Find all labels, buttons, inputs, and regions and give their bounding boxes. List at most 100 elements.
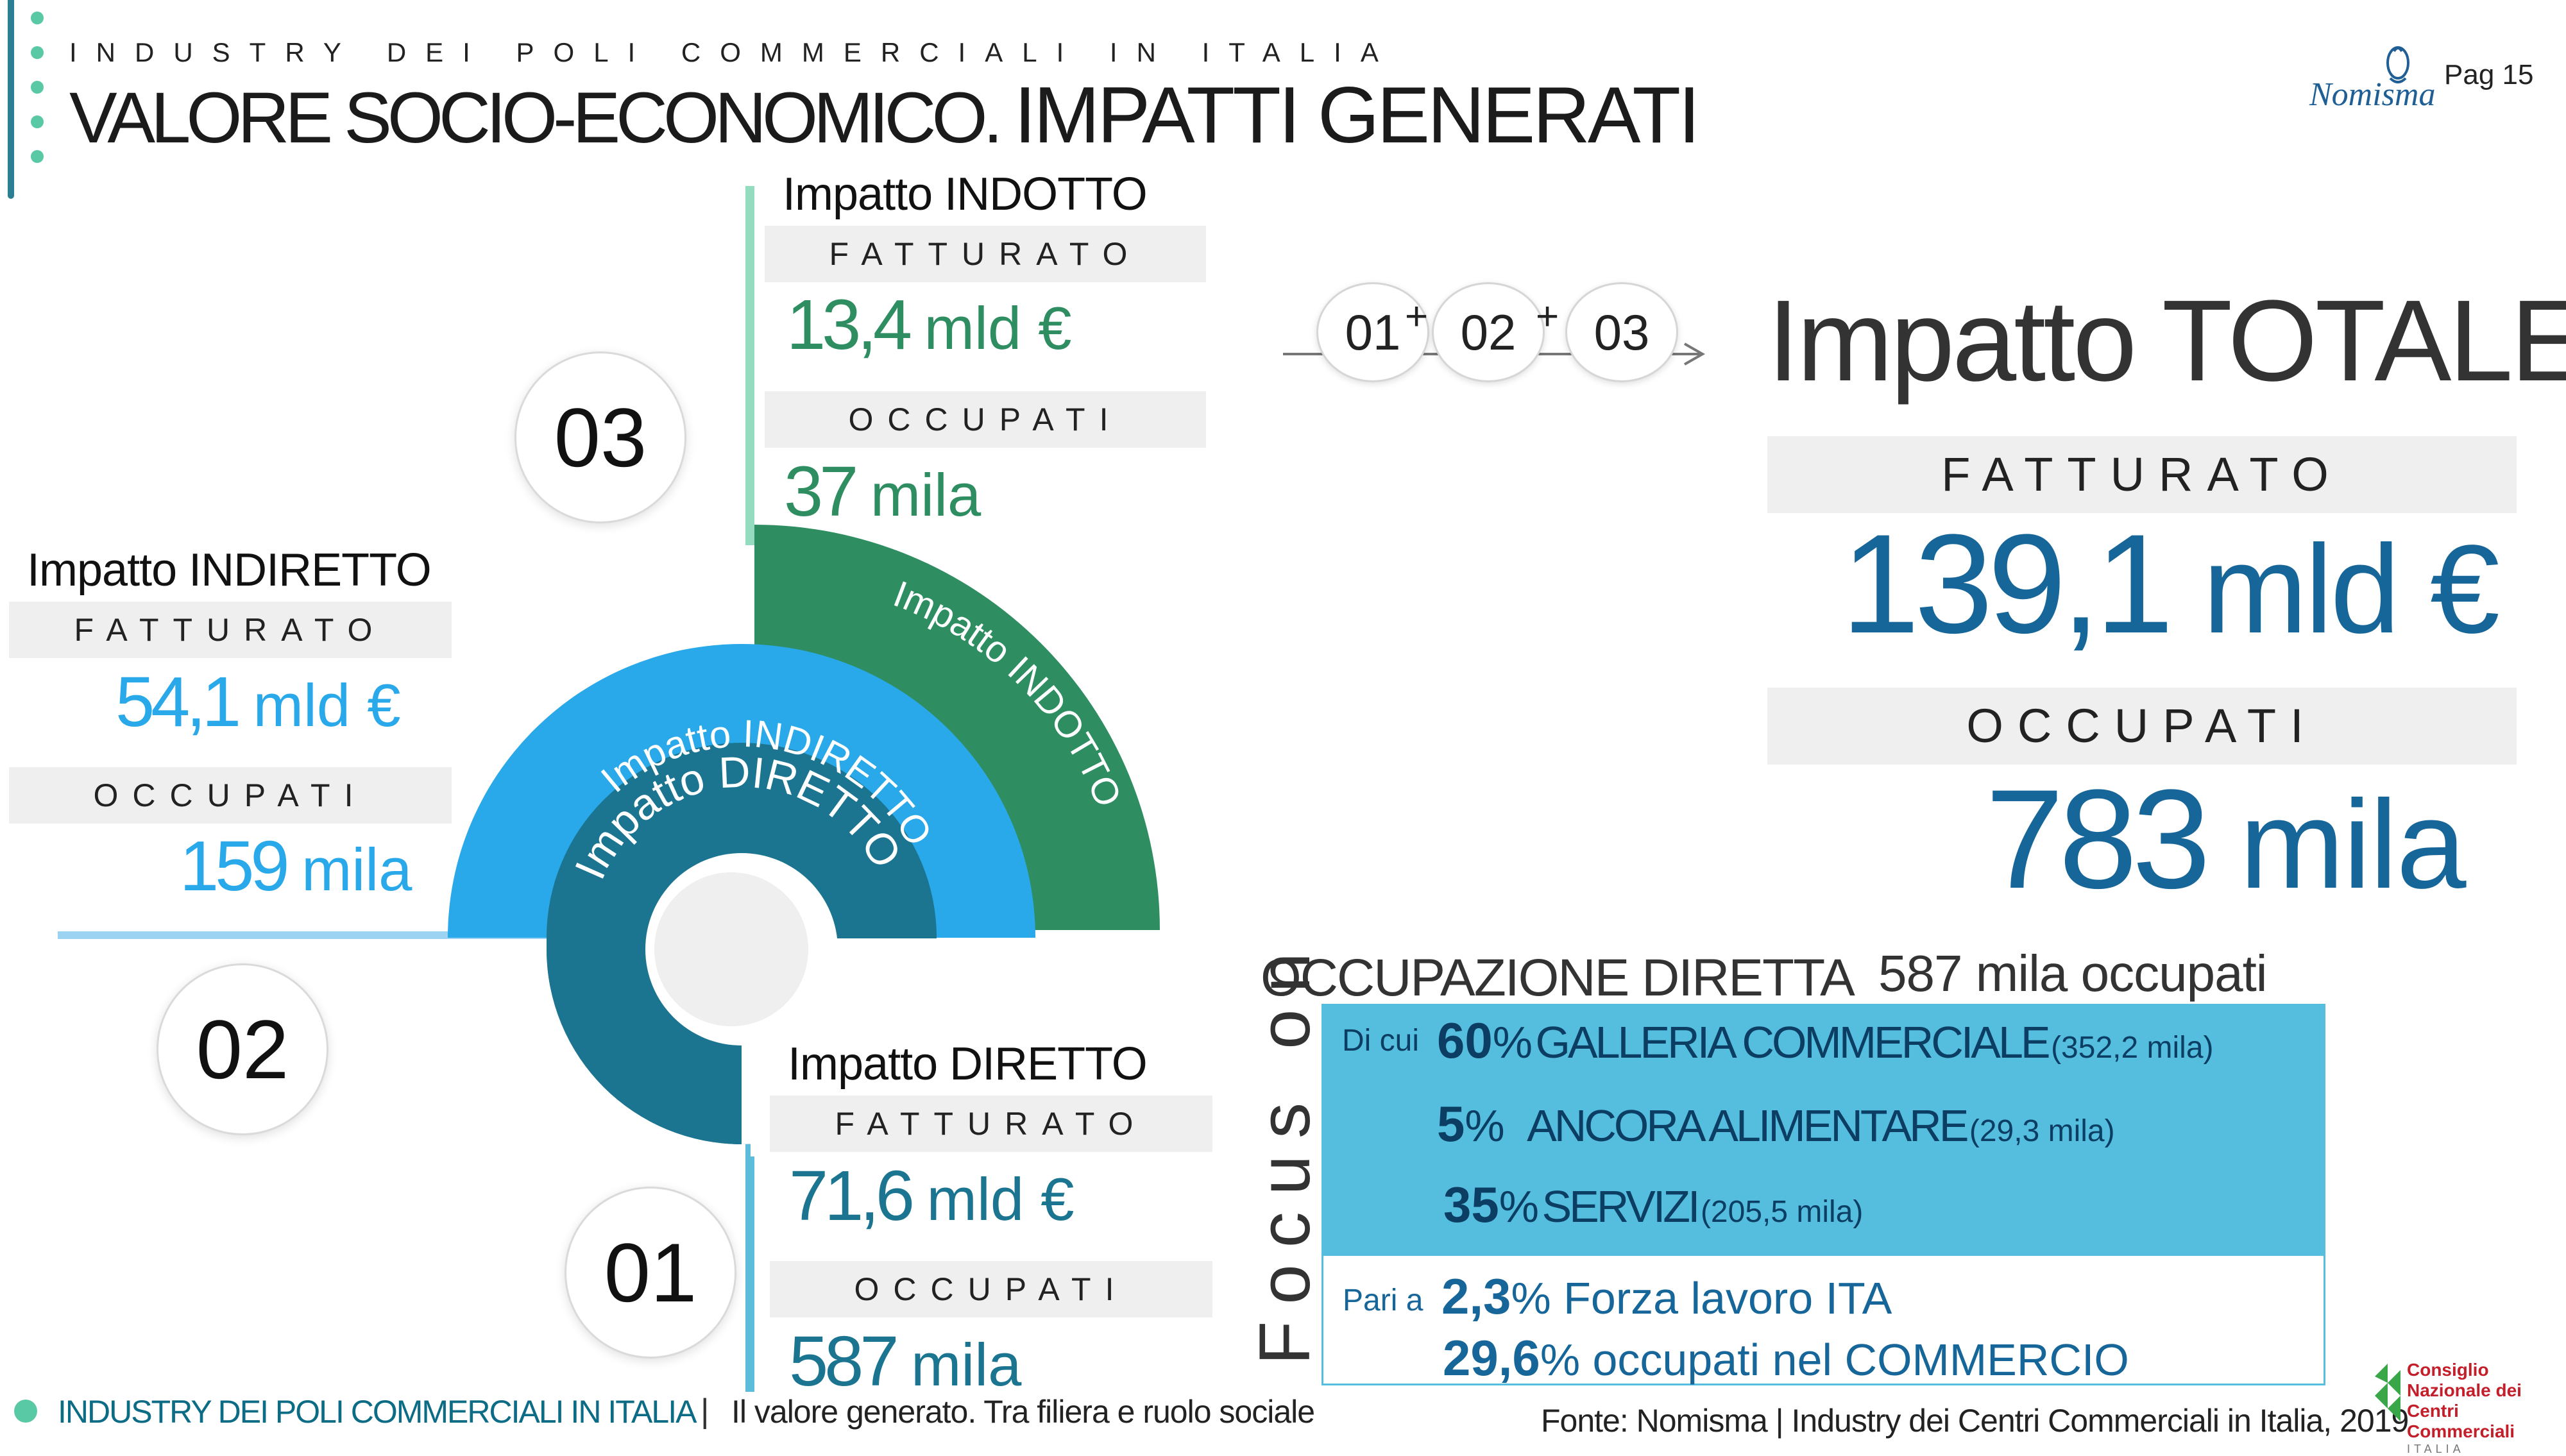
diretto-occupati-unit: mila (911, 1331, 1022, 1398)
pari-a-label: Pari a (1343, 1283, 1423, 1317)
indotto-axis-line (745, 186, 754, 545)
totale-occupati-number: 783 (1985, 760, 2211, 918)
indiretto-axis-line (58, 931, 558, 939)
formula-circle-01: 01 (1316, 282, 1429, 382)
pari-row: 29,6% occupati nel COMMERCIO (1443, 1329, 2129, 1387)
cncc-line: Centri Commerciali (2407, 1401, 2515, 1441)
diretto-occupati-label: OCCUPATI (770, 1261, 1212, 1317)
marker-01: 01 (565, 1187, 736, 1359)
totale-fatturato-unit: mld € (2202, 519, 2500, 659)
indotto-fatturato-label: FATTURATO (765, 226, 1206, 282)
indotto-fatturato-value: 13,4 mld € (786, 290, 1072, 360)
cncc-line: Consiglio (2407, 1360, 2489, 1380)
breakdown-pct: 60 (1437, 1012, 1493, 1069)
indiretto-occupati-label: OCCUPATI (9, 767, 452, 824)
indiretto-title: Impatto INDIRETTO (27, 545, 432, 596)
footer-middle: Il valore generato. Tra filiera e ruolo … (731, 1394, 1315, 1430)
totale-fatturato-label: FATTURATO (1767, 436, 2517, 513)
cncc-line: Nazionale dei (2407, 1380, 2522, 1400)
footer-source: Fonte: Nomisma | Industry dei Centri Com… (1541, 1403, 2409, 1439)
focus-breakdown-box: Di cui 60% GALLERIA COMMERCIALE (352,2 m… (1321, 1004, 2325, 1254)
focus-on-label: Focus on (1245, 936, 1325, 1365)
diretto-fatturato-value: 71,6 mld € (789, 1161, 1075, 1232)
pari-text: % occupati nel COMMERCIO (1540, 1335, 2129, 1385)
breakdown-row: 35% SERVIZI (205,5 mila) (1443, 1176, 1863, 1234)
indotto-occupati-number: 37 (784, 452, 858, 531)
bullet-dot (31, 115, 44, 128)
occupazione-title: OCCUPAZIONE DIRETTA (1261, 949, 1855, 1007)
footer-left: INDUSTRY DEI POLI COMMERCIALI IN ITALIA (58, 1394, 697, 1430)
indiretto-fatturato-value: 54,1 mld € (115, 667, 401, 738)
breakdown-label: GALLERIA COMMERCIALE (1535, 1017, 2050, 1067)
indotto-title: Impatto INDOTTO (783, 169, 1148, 220)
accent-bar (8, 0, 14, 199)
diretto-occupati-number: 587 (789, 1322, 899, 1401)
bullet-dot (31, 46, 44, 59)
center-circle (654, 872, 808, 1026)
totale-occupati-unit: mila (2239, 774, 2466, 915)
breakdown-row: 60% GALLERIA COMMERCIALE (352,2 mila) (1437, 1012, 2214, 1070)
indiretto-occupati-number: 159 (180, 827, 290, 906)
formula-circle-03: 03 (1565, 282, 1678, 382)
indiretto-fatturato-label: FATTURATO (9, 602, 452, 658)
marker-02: 02 (157, 963, 328, 1135)
breakdown-label: ANCORA ALIMENTARE (1527, 1101, 1969, 1151)
page-title: VALORE SOCIO-ECONOMICO. IMPATTI GENERATI (69, 76, 1701, 158)
title-part1: VALORE SOCIO-ECONOMICO. (69, 78, 1003, 158)
diretto-fatturato-unit: mld € (926, 1165, 1075, 1233)
indotto-fatturato-number: 13,4 (786, 285, 912, 364)
bullet-dot (31, 150, 44, 163)
indiretto-fatturato-unit: mld € (253, 672, 401, 739)
nomisma-logo-text: Nomisma (2309, 76, 2436, 113)
breakdown-row: 5% ANCORA ALIMENTARE (29,3 mila) (1437, 1095, 2115, 1153)
formula-plus-1: + (1405, 294, 1429, 339)
breakdown-sign: % (1492, 1017, 1533, 1067)
bullet-dot (31, 12, 44, 24)
indotto-occupati-unit: mila (870, 461, 981, 529)
kicker: INDUSTRY DEI POLI COMMERCIALI IN ITALIA (69, 37, 1398, 67)
breakdown-detail: (352,2 mila) (2051, 1031, 2214, 1065)
breakdown-pct: 35 (1443, 1176, 1499, 1233)
indotto-occupati-value: 37 mila (784, 457, 981, 527)
breakdown-label: SERVIZI (1542, 1181, 1700, 1232)
bullet-dot (31, 81, 44, 94)
marker-03: 03 (514, 351, 686, 523)
formula-circle-02: 02 (1432, 282, 1545, 382)
indotto-fatturato-unit: mld € (924, 294, 1072, 362)
page-number: Pag 15 (2444, 59, 2534, 90)
breakdown-sign: % (1499, 1181, 1540, 1232)
indiretto-occupati-unit: mila (302, 836, 412, 903)
pari-pct: 2,3 (1441, 1268, 1511, 1325)
diretto-occupati-value: 587 mila (789, 1326, 1021, 1397)
cncc-logo-text: Consiglio Nazionale dei Centri Commercia… (2407, 1360, 2566, 1456)
occupazione-subtitle: 587 mila occupati (1878, 945, 2268, 1002)
pari-pct: 29,6 (1443, 1330, 1540, 1386)
totale-occupati-value: 783 mila (1985, 768, 2467, 910)
title-part2: IMPATTI GENERATI (1014, 71, 1701, 160)
totale-fatturato-value: 139,1 mld € (1841, 513, 2500, 654)
diretto-title: Impatto DIRETTO (788, 1038, 1148, 1090)
indiretto-occupati-value: 159 mila (180, 831, 412, 902)
di-cui-label: Di cui (1342, 1024, 1420, 1058)
diretto-fatturato-number: 71,6 (789, 1156, 915, 1235)
totale-title: Impatto TOTALE (1767, 276, 2566, 405)
footer-dot (14, 1400, 37, 1423)
indiretto-fatturato-number: 54,1 (115, 663, 241, 741)
breakdown-sign: % (1465, 1101, 1505, 1151)
pari-text: % Forza lavoro ITA (1511, 1273, 1892, 1323)
cncc-logo-mark (2375, 1364, 2400, 1421)
totale-fatturato-number: 139,1 (1841, 505, 2174, 663)
diretto-fatturato-label: FATTURATO (770, 1096, 1212, 1152)
nomisma-logo (2386, 46, 2409, 83)
breakdown-pct: 5 (1437, 1096, 1465, 1152)
pari-a-box: Pari a 2,3% Forza lavoro ITA 29,6% occup… (1321, 1254, 2325, 1387)
impact-arcs-graphic: Impatto DIRETTO Impatto INDIRETTO Impatt… (58, 186, 1160, 1392)
totale-occupati-label: OCCUPATI (1767, 688, 2517, 765)
formula-plus-2: + (1536, 294, 1559, 339)
pari-row: 2,3% Forza lavoro ITA (1441, 1267, 1892, 1326)
cncc-line: ITALIA (2407, 1443, 2465, 1455)
indotto-occupati-label: OCCUPATI (765, 391, 1206, 448)
footer-separator: | (701, 1393, 709, 1430)
breakdown-detail: (205,5 mila) (1700, 1195, 1864, 1229)
breakdown-detail: (29,3 mila) (1969, 1114, 2115, 1148)
